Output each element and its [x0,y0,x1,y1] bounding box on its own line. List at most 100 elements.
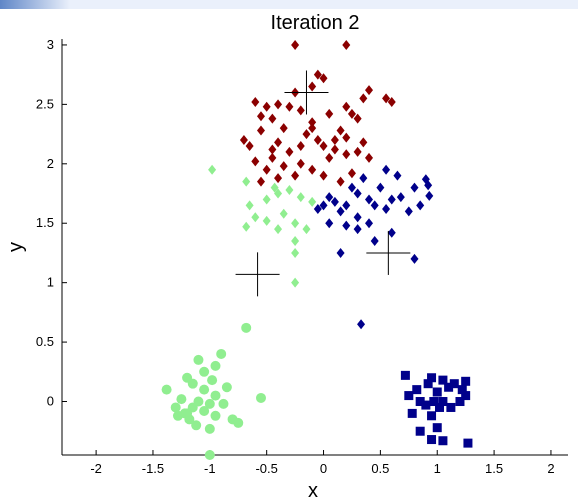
x-tick-label: -2 [90,461,102,476]
data-point [239,135,248,146]
axes: -2 -1.5 -1 -0.5 0 0.5 1 1.5 2 0 0.5 1 1.5 2 2.5 3 [36,37,568,476]
data-point [291,236,300,247]
data-point [291,277,300,288]
data-point [245,140,254,151]
data-point [191,420,202,431]
data-point [285,146,294,157]
data-point [308,123,317,134]
y-tick-label: 2 [47,156,54,171]
data-point [438,375,448,385]
data-point [387,227,396,238]
data-point [382,93,391,104]
data-point [319,170,328,181]
data-point [242,221,251,232]
data-point [279,161,288,172]
data-point [313,135,322,146]
data-point [365,218,374,229]
data-point [365,85,374,96]
data-point [342,101,351,112]
x-tick-label: 2 [547,461,554,476]
data-point [319,73,328,84]
data-point [396,192,405,203]
data-point [424,180,433,191]
data-point [270,182,279,193]
data-point [425,190,434,201]
data-point [347,108,356,119]
data-point [353,224,362,235]
data-point [438,397,448,407]
data-point [308,81,317,92]
centroid-markers [235,70,411,297]
data-point [423,379,433,389]
data-point [274,224,283,235]
data-point [216,348,227,359]
data-point [347,168,356,179]
data-point [161,384,172,395]
data-point [193,354,204,365]
data-point [432,423,442,433]
data-point [176,394,187,405]
data-point [210,360,221,371]
data-point [199,366,210,377]
data-point [432,387,442,397]
data-point [291,39,300,50]
data-point [415,397,425,407]
data-point [427,373,437,383]
data-point [285,101,294,112]
data-point [245,200,254,211]
x-tick-label: 1.5 [485,461,503,476]
data-point [262,164,271,175]
data-point [221,382,232,393]
data-point [416,200,425,211]
data-point [370,200,379,211]
data-point [308,117,317,128]
data-point [325,108,334,119]
data-point [457,385,467,395]
data-point [268,144,277,155]
data-point [410,182,419,193]
data-point [336,176,345,187]
data-point [204,450,215,460]
data-point [365,194,374,205]
data-point [342,149,351,160]
data-point [347,182,356,193]
data-point [427,411,437,421]
data-point [325,218,334,229]
data-point [208,164,217,175]
data-point [461,376,471,386]
data-point [268,152,277,163]
data-point [365,152,374,163]
data-point [319,140,328,151]
data-point [353,113,362,124]
data-point [421,400,431,410]
data-point [268,113,277,124]
x-tick-label: -1.5 [142,461,164,476]
data-point [359,137,368,148]
data-point [455,397,465,407]
data-point [204,398,215,409]
x-tick-label: 0.5 [371,461,389,476]
data-point [296,140,305,151]
data-point [342,200,351,211]
y-tick-label: 1.5 [36,215,54,230]
data-point [359,173,368,184]
data-point [210,410,221,421]
data-point [262,101,271,112]
data-point [412,385,422,395]
data-point [291,170,300,181]
data-point [255,392,266,403]
data-point [400,370,410,380]
data-point [274,188,283,199]
data-point [241,322,252,333]
data-point [336,247,345,258]
data-point [325,192,334,203]
data-point [435,402,445,412]
data-point [242,176,251,187]
y-tick-label: 0 [47,394,54,409]
data-point [449,379,459,389]
data-point [342,220,351,231]
window-top-bar [0,0,578,9]
data-point [274,137,283,148]
data-point [353,146,362,157]
